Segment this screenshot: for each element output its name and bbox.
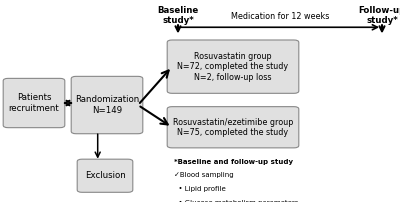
Text: Medication for 12 weeks: Medication for 12 weeks: [231, 12, 329, 21]
Text: Rosuvastatin group
N=72, completed the study
N=2, follow-up loss: Rosuvastatin group N=72, completed the s…: [178, 52, 288, 82]
Text: Rosuvastatin/ezetimibe group
N=75, completed the study: Rosuvastatin/ezetimibe group N=75, compl…: [173, 118, 293, 137]
Text: ✓Blood sampling: ✓Blood sampling: [174, 172, 234, 178]
Text: • Lipid profile: • Lipid profile: [174, 186, 226, 192]
Text: • Glucose metabolism parameters: • Glucose metabolism parameters: [174, 200, 298, 202]
FancyBboxPatch shape: [3, 78, 65, 128]
FancyBboxPatch shape: [167, 107, 299, 148]
FancyBboxPatch shape: [77, 159, 133, 192]
Text: Randomization
N=149: Randomization N=149: [75, 95, 139, 115]
Text: *Baseline and follow-up study: *Baseline and follow-up study: [174, 159, 293, 165]
Text: Patients
recruitment: Patients recruitment: [9, 93, 59, 113]
Text: Baseline
study*: Baseline study*: [157, 6, 199, 25]
FancyBboxPatch shape: [71, 76, 143, 134]
Text: Exclusion: Exclusion: [85, 171, 125, 180]
Text: Follow-up
study*: Follow-up study*: [358, 6, 400, 25]
FancyBboxPatch shape: [167, 40, 299, 93]
